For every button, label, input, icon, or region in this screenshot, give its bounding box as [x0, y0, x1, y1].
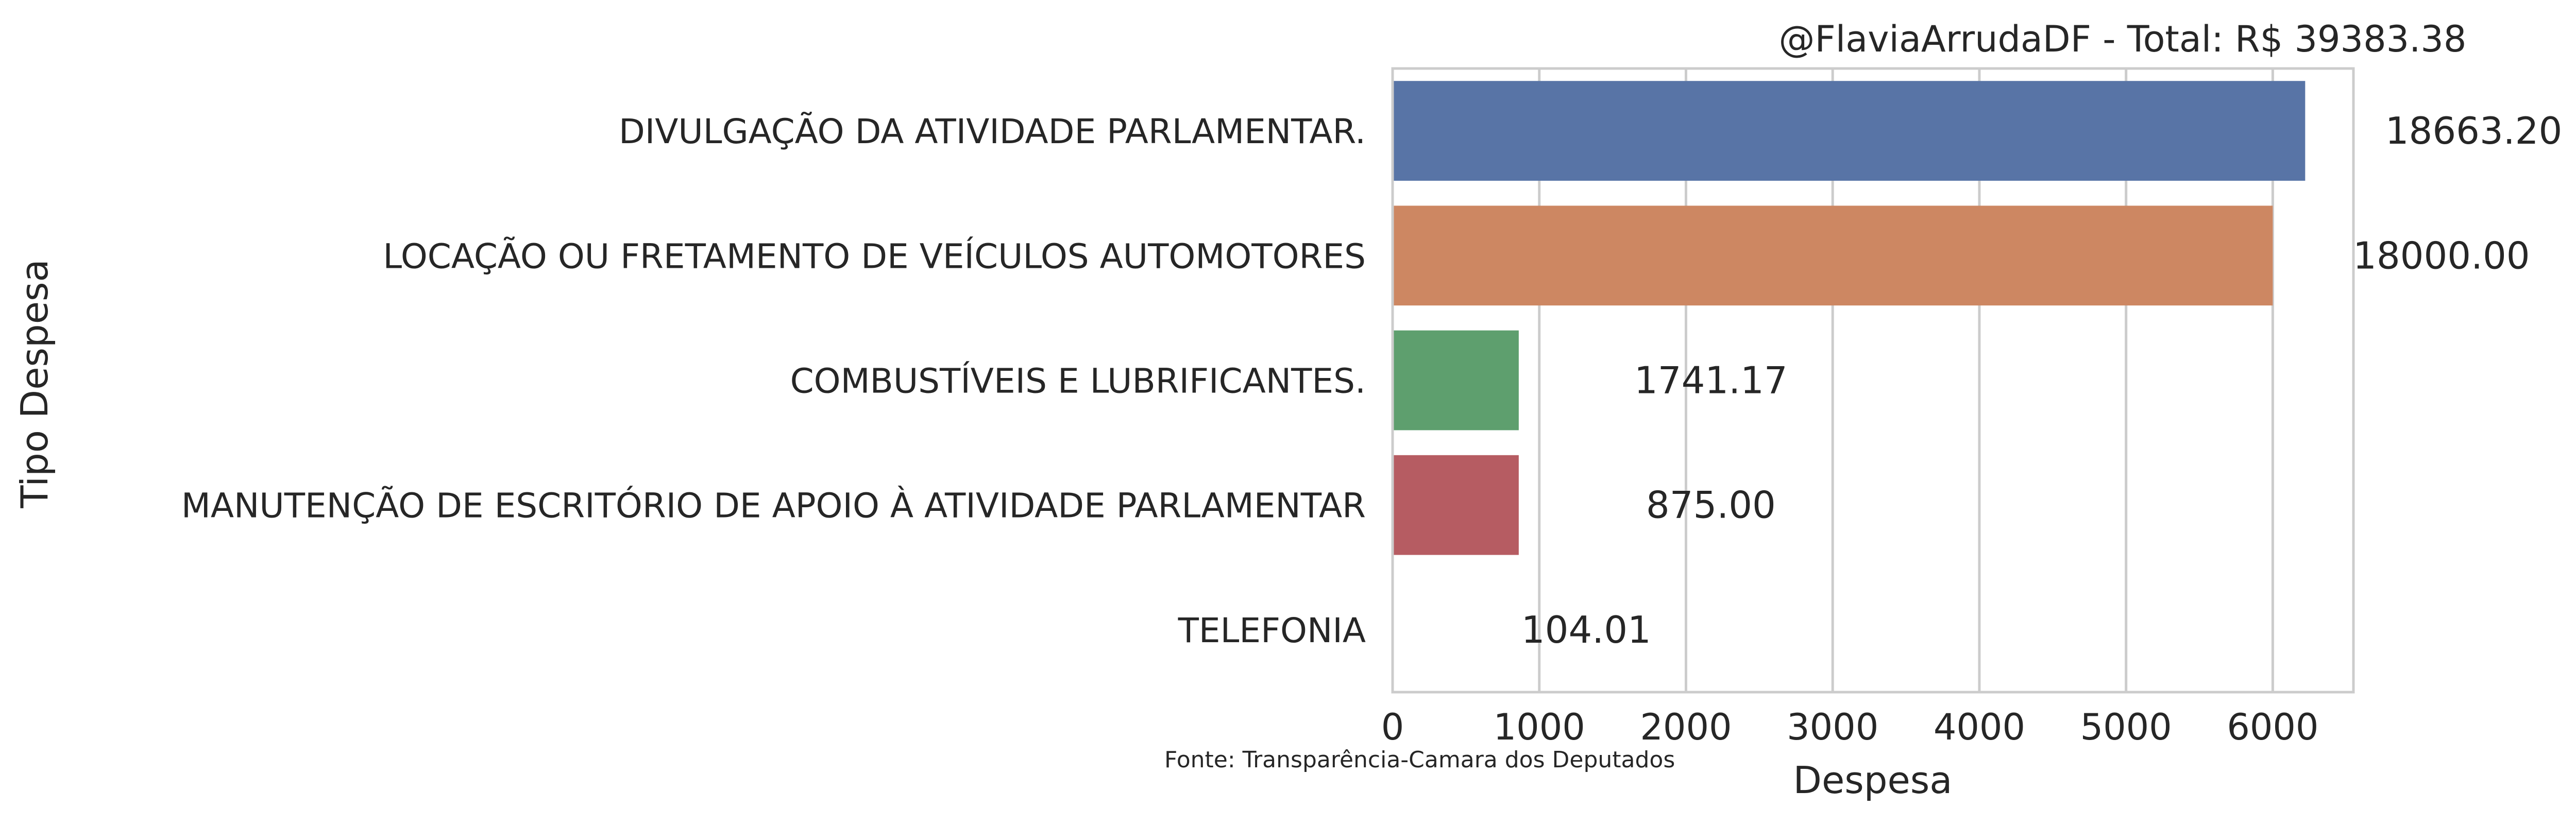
- x-tick-label: 1000: [1494, 706, 1585, 748]
- bar: [1393, 455, 1519, 555]
- value-label: 18000.00: [2353, 234, 2530, 277]
- bar: [1393, 81, 2306, 181]
- x-axis-label: Despesa: [1793, 759, 1953, 802]
- value-labels: 18663.20 18000.00 1741.17 875.00 104.01: [1521, 109, 2562, 651]
- category-labels: DIVULGAÇÃO DA ATIVIDADE PARLAMENTAR. LOCA…: [181, 112, 1366, 650]
- x-tick-label: 4000: [1934, 706, 2025, 748]
- value-label: 875.00: [1646, 484, 1776, 527]
- chart-title: @FlaviaArrudaDF - Total: R$ 39383.38: [1779, 18, 2467, 60]
- bar: [1393, 330, 1519, 431]
- x-tick-label: 3000: [1787, 706, 1878, 748]
- value-label: 104.01: [1521, 608, 1651, 651]
- bar: [1393, 205, 2273, 306]
- source-note: Fonte: Transparência-Camara dos Deputado…: [1164, 747, 1675, 773]
- value-label: 1741.17: [1634, 359, 1788, 402]
- bars: [1393, 81, 2306, 555]
- category-label: LOCAÇÃO OU FRETAMENTO DE VEÍCULOS AUTOMO…: [383, 236, 1366, 276]
- category-label: DIVULGAÇÃO DA ATIVIDADE PARLAMENTAR.: [619, 112, 1366, 151]
- value-label: 18663.20: [2385, 109, 2563, 152]
- x-tick-label: 2000: [1640, 706, 1732, 748]
- category-label: TELEFONIA: [1178, 611, 1366, 650]
- x-tick-label: 0: [1381, 706, 1404, 748]
- x-tick-labels: 0 1000 2000 3000 4000 5000 6000: [1381, 706, 2319, 748]
- y-axis-label: Tipo Despesa: [13, 259, 56, 508]
- category-label: COMBUSTÍVEIS E LUBRIFICANTES.: [790, 361, 1366, 401]
- plot-frame: [1391, 67, 2355, 694]
- x-tick-label: 6000: [2227, 706, 2318, 748]
- x-tick-label: 5000: [2080, 706, 2172, 748]
- category-label: MANUTENÇÃO DE ESCRITÓRIO DE APOIO À ATIV…: [181, 486, 1366, 526]
